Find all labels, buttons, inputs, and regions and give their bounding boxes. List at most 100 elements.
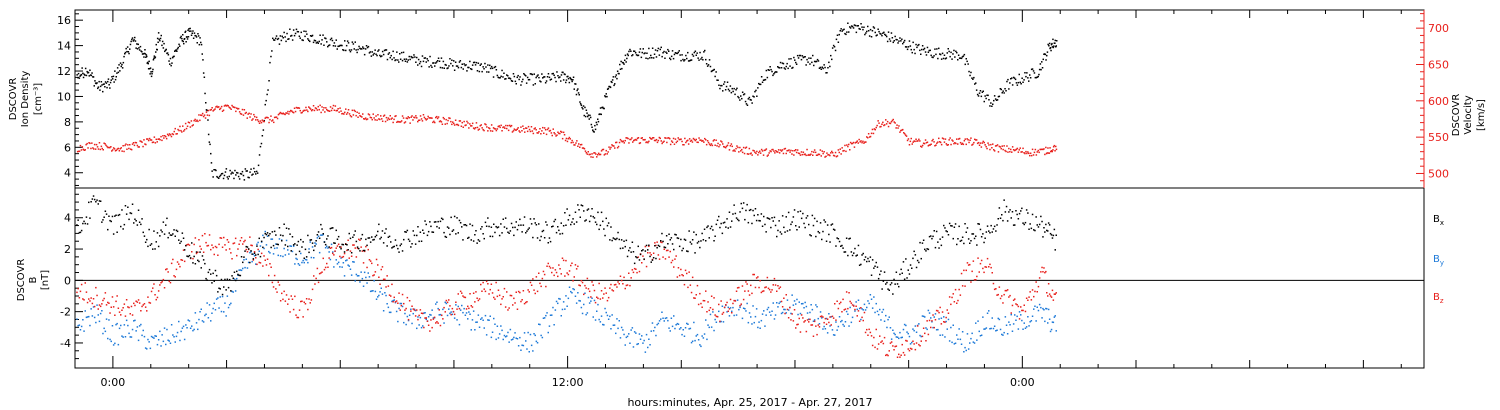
bz-point — [853, 305, 855, 307]
field-ytick-label: 4 — [64, 212, 71, 225]
bz-point — [408, 300, 411, 302]
bz-point — [688, 271, 690, 273]
density-point — [749, 98, 751, 101]
bx-point — [272, 244, 275, 247]
density-point — [549, 79, 552, 81]
density-point — [117, 71, 120, 74]
density-point — [715, 71, 717, 73]
density-point — [192, 37, 195, 39]
density-point — [1037, 75, 1039, 78]
bx-point — [911, 267, 913, 269]
bx-point — [664, 246, 667, 249]
velocity-point — [690, 139, 693, 142]
by-point — [959, 338, 962, 341]
velocity-point — [85, 143, 87, 146]
density-point — [578, 94, 580, 96]
velocity-point — [391, 117, 393, 119]
bz-point — [715, 315, 718, 318]
velocity-point — [504, 127, 506, 129]
bz-point — [1023, 304, 1025, 306]
velocity-point — [236, 107, 238, 109]
velocity-point — [517, 127, 519, 129]
bz-point — [516, 308, 519, 310]
bz-point — [199, 245, 201, 248]
bz-point — [263, 255, 265, 257]
velocity-point — [668, 137, 670, 139]
bx-point — [684, 239, 687, 241]
bx-point — [806, 215, 809, 217]
density-point — [398, 61, 400, 63]
velocity-point — [390, 118, 392, 120]
by-point — [329, 258, 332, 261]
density-point — [250, 168, 252, 170]
density-point — [820, 68, 822, 70]
velocity-point — [465, 124, 467, 126]
density-point — [614, 76, 617, 78]
by-point — [838, 316, 841, 318]
bz-point — [1040, 271, 1042, 273]
by-point — [317, 235, 320, 237]
bz-point — [343, 252, 346, 255]
velocity-point — [191, 125, 193, 127]
by-point — [446, 314, 449, 317]
bz-point — [625, 284, 628, 287]
bz-point — [882, 342, 885, 345]
bz-point — [482, 281, 484, 284]
density-point — [382, 53, 385, 56]
velocity-point — [436, 117, 439, 120]
velocity-point — [175, 133, 177, 135]
by-point — [80, 325, 83, 328]
bx-point — [423, 232, 425, 234]
density-point — [812, 54, 814, 57]
bz-point — [615, 283, 617, 286]
by-point — [776, 302, 778, 304]
bz-point — [956, 302, 958, 304]
bx-point — [677, 237, 680, 240]
by-point — [596, 310, 598, 312]
by-point — [557, 302, 559, 305]
density-point — [880, 33, 882, 35]
velocity-point — [705, 143, 708, 146]
by-point — [291, 250, 294, 253]
velocity-point — [367, 113, 370, 115]
bz-point — [880, 341, 882, 343]
velocity-point — [398, 121, 400, 123]
bz-point — [612, 290, 615, 292]
by-point — [867, 300, 869, 302]
velocity-point — [936, 142, 938, 144]
bx-point — [885, 283, 887, 285]
density-point — [1042, 58, 1044, 61]
velocity-point — [619, 138, 622, 141]
velocity-point — [956, 138, 958, 140]
bz-point — [92, 298, 95, 300]
bz-point — [721, 313, 724, 315]
density-point — [515, 83, 517, 85]
by-point — [515, 337, 517, 339]
velocity-point — [782, 152, 785, 155]
by-point — [784, 308, 786, 311]
bx-point — [98, 200, 101, 202]
velocity-point — [151, 141, 154, 144]
velocity-point — [381, 120, 384, 122]
bx-point — [603, 228, 605, 230]
density-point — [164, 50, 166, 53]
bx-point — [976, 244, 978, 246]
by-point — [463, 307, 465, 310]
velocity-point — [263, 120, 265, 123]
density-point — [859, 28, 861, 30]
velocity-point — [676, 140, 679, 142]
by-point — [951, 341, 953, 344]
density-point — [126, 46, 129, 48]
bz-point — [469, 293, 471, 295]
by-point — [258, 250, 260, 252]
bx-point — [660, 240, 662, 242]
bz-point — [722, 311, 725, 314]
velocity-point — [468, 127, 470, 129]
density-point — [514, 80, 517, 83]
density-point — [893, 40, 895, 42]
bz-point — [281, 292, 283, 295]
density-point — [753, 96, 755, 98]
bx-point — [796, 229, 798, 231]
velocity-point — [89, 142, 91, 145]
bx-point — [860, 263, 862, 266]
